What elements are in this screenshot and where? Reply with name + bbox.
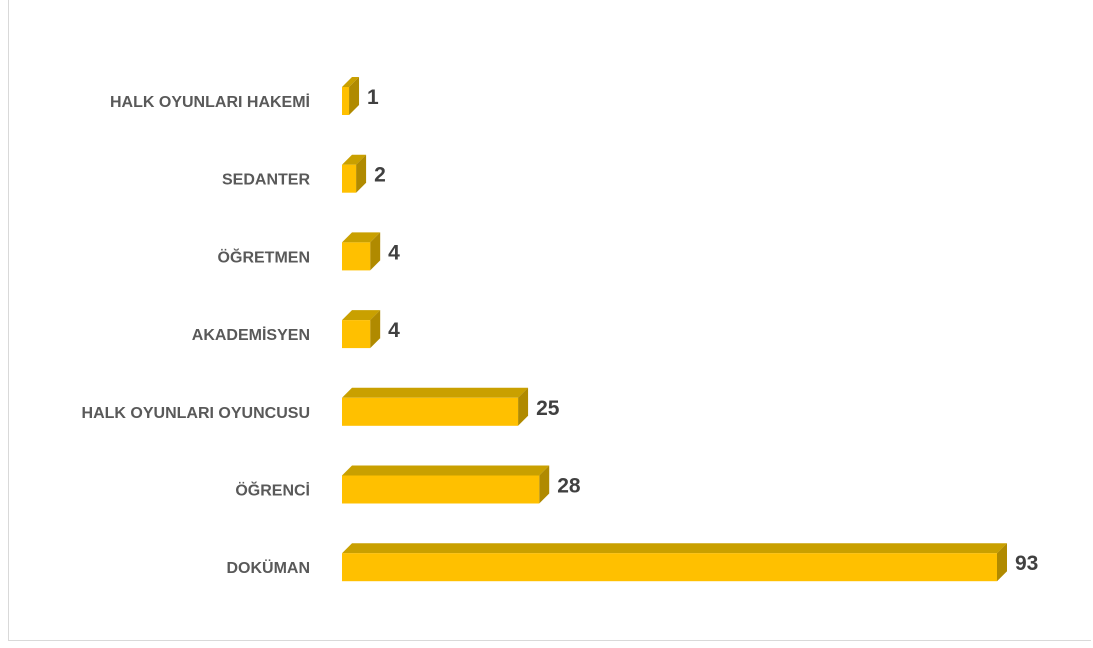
value-label: 4	[388, 319, 400, 342]
bar-front-face	[342, 475, 540, 504]
bar-side-face	[539, 465, 550, 504]
bar	[342, 232, 381, 271]
bar-front-face	[342, 553, 997, 582]
labels-layer: HALK OYUNLARI HAKEMİ 1 SEDANTER 2 ÖĞRETMEN 4 A…	[82, 86, 1039, 577]
category-label: HALK OYUNLARI OYUNCUSU	[82, 405, 310, 422]
bar-front-face	[342, 87, 350, 115]
bar-top-face	[342, 465, 550, 476]
bar-front-face	[342, 164, 357, 193]
bar-side-face	[349, 77, 360, 115]
bar-side-face	[370, 310, 381, 349]
bars-layer	[342, 77, 1007, 582]
value-label: 4	[388, 241, 400, 264]
category-label: ÖĞRETMEN	[218, 247, 310, 266]
category-label: AKADEMİSYEN	[192, 326, 310, 344]
bar-top-face	[342, 310, 381, 321]
bar	[342, 154, 367, 193]
bar-front-face	[342, 242, 371, 271]
category-label: ÖĞRENCİ	[235, 481, 310, 500]
value-label: 25	[536, 397, 560, 420]
category-label: SEDANTER	[222, 172, 310, 189]
value-label: 2	[374, 164, 386, 187]
bar-front-face	[342, 397, 519, 426]
bar-side-face	[356, 154, 367, 193]
value-label: 93	[1015, 552, 1038, 575]
bar	[342, 387, 529, 426]
bar-top-face	[342, 232, 381, 243]
bar	[342, 310, 381, 349]
bar-front-face	[342, 320, 371, 349]
bar-side-face	[997, 543, 1007, 582]
bar	[342, 543, 1007, 582]
category-label: DOKÜMAN	[226, 558, 310, 577]
bar-top-face	[342, 543, 1007, 554]
chart-frame	[8, 0, 1091, 641]
bar	[342, 77, 360, 115]
bar-top-face	[342, 387, 529, 398]
value-label: 1	[367, 86, 379, 109]
category-label: HALK OYUNLARI HAKEMİ	[110, 93, 310, 111]
bar-top-face	[342, 154, 367, 165]
bar	[342, 465, 550, 504]
bar-side-face	[518, 387, 529, 426]
bar-side-face	[370, 232, 381, 271]
bar-top-face	[342, 77, 360, 87]
value-label: 28	[557, 475, 581, 498]
